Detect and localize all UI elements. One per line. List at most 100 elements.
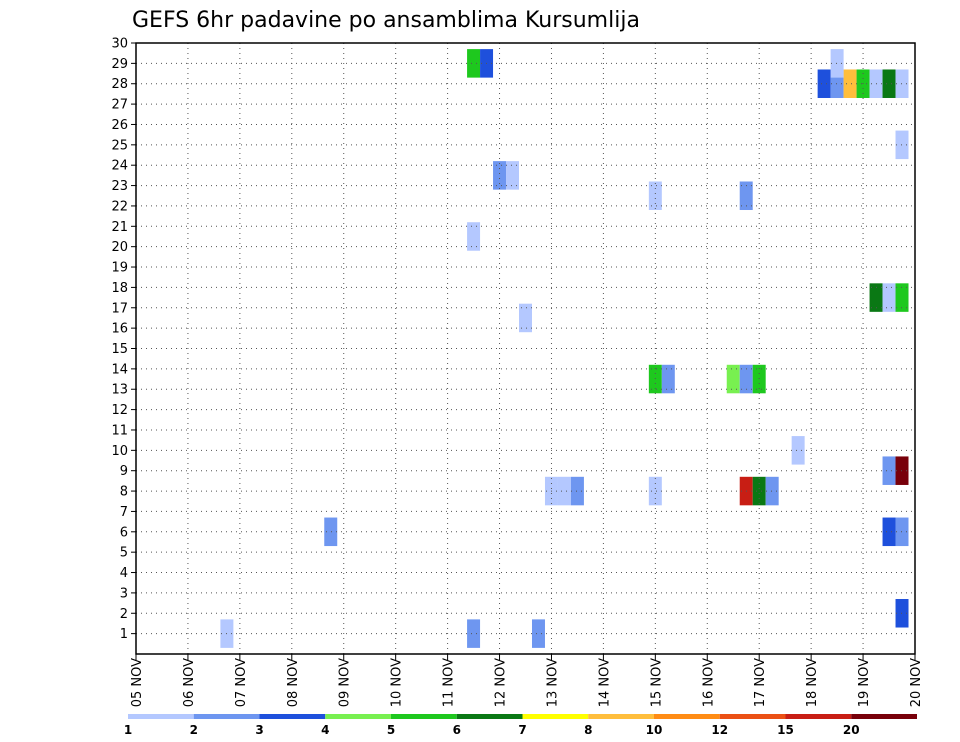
colorbar: 1 2 3 4 5 6 7 8 10 12 15 20: [124, 714, 917, 737]
y-tick-label: 19: [111, 261, 128, 276]
colorbar-swatch: [785, 714, 852, 719]
colorbar-swatch: [128, 714, 194, 719]
y-tick-label: 1: [120, 627, 128, 642]
precip-cell: [895, 283, 909, 312]
colorbar-swatch: [193, 714, 260, 719]
precip-cell: [661, 364, 675, 394]
y-tick-label: 20: [111, 240, 128, 255]
plot-frame: [135, 42, 916, 655]
colorbar-label: 4: [321, 723, 329, 737]
precip-cell: [791, 436, 805, 465]
x-tick-label: 15 NOV: [649, 658, 664, 707]
precip-cell: [882, 517, 896, 547]
precip-cell: [895, 599, 909, 628]
y-tick-label: 24: [111, 159, 128, 174]
precip-cell: [557, 476, 571, 506]
y-tick-label: 6: [120, 525, 128, 540]
x-tick-label: 18 NOV: [805, 658, 820, 707]
y-tick-label: 3: [120, 586, 128, 601]
colorbar-label: 1: [124, 723, 132, 737]
y-tick-label: 29: [111, 57, 128, 72]
colorbar-swatch: [325, 714, 391, 719]
y-tick-label: 2: [120, 607, 128, 622]
y-tick-label: 8: [120, 485, 128, 500]
y-tick-label: 15: [111, 342, 128, 357]
x-tick-label: 20 NOV: [909, 658, 924, 707]
y-tick-label: 30: [111, 37, 128, 52]
y-tick-label: 21: [111, 220, 128, 235]
precip-cell: [467, 49, 481, 78]
colorbar-swatch: [456, 714, 523, 719]
precip-cell: [324, 517, 338, 547]
grid-lines: [136, 42, 915, 654]
precip-cell: [817, 69, 831, 98]
colorbar-label: 6: [453, 723, 461, 737]
y-tick-label: 5: [120, 546, 128, 561]
precip-cell: [843, 69, 857, 98]
colorbar-label: 5: [387, 723, 395, 737]
colorbar-swatch: [588, 714, 654, 719]
y-tick-label: 9: [120, 464, 128, 479]
precip-cell: [882, 69, 896, 98]
x-tick-label: 11 NOV: [442, 658, 457, 707]
precip-cell: [765, 476, 779, 506]
y-tick-label: 4: [120, 566, 128, 581]
precip-cell: [648, 364, 662, 394]
colorbar-label: 15: [777, 723, 794, 737]
precip-cell: [648, 181, 662, 211]
colorbar-swatch: [654, 714, 720, 719]
colorbar-label: 20: [843, 723, 860, 737]
precip-cell: [467, 619, 481, 648]
x-tick-label: 13 NOV: [545, 658, 560, 707]
precip-cell: [493, 161, 507, 190]
precip-cell: [869, 283, 883, 312]
y-tick-label: 18: [111, 281, 128, 296]
x-tick-label: 10 NOV: [390, 658, 405, 707]
x-axis: 05 NOV 06 NOV 07 NOV 08 NOV 09 NOV 10 NOV 11 N…: [130, 654, 924, 707]
y-tick-label: 23: [111, 179, 128, 194]
x-tick-label: 14 NOV: [597, 658, 612, 707]
y-tick-label: 7: [120, 505, 128, 520]
y-tick-label: 26: [111, 118, 128, 133]
precip-cell: [739, 181, 753, 211]
precip-cell: [506, 161, 520, 190]
precip-cell: [830, 49, 844, 78]
y-tick-label: 11: [111, 423, 128, 438]
x-tick-label: 16 NOV: [701, 658, 716, 707]
y-tick-label: 22: [111, 199, 128, 214]
precip-cell: [895, 517, 909, 547]
precip-cell: [882, 283, 896, 312]
precip-cell: [752, 476, 766, 506]
y-tick-label: 10: [111, 444, 128, 459]
colorbar-label: 8: [584, 723, 592, 737]
x-tick-label: 12 NOV: [494, 658, 509, 707]
y-tick-label: 28: [111, 77, 128, 92]
y-tick-label: 25: [111, 138, 128, 153]
colorbar-swatch: [391, 714, 457, 719]
y-tick-label: 16: [111, 322, 128, 337]
chart-title: GEFS 6hr padavine po ansamblima Kursumli…: [132, 8, 640, 33]
colorbar-swatch: [851, 714, 917, 719]
x-tick-label: 06 NOV: [182, 658, 197, 707]
colorbar-swatch: [259, 714, 326, 719]
precip-cell: [882, 456, 896, 485]
y-tick-label: 12: [111, 403, 128, 418]
y-tick-label: 14: [111, 362, 128, 377]
precip-cell: [895, 130, 909, 160]
x-tick-label: 08 NOV: [286, 658, 301, 707]
y-axis: 1234567891011121314151617181920212223242…: [111, 37, 136, 642]
x-tick-label: 07 NOV: [234, 658, 249, 707]
y-tick-label: 13: [111, 383, 128, 398]
precip-cell: [895, 69, 909, 98]
y-tick-label: 27: [111, 98, 128, 113]
y-tick-label: 17: [111, 301, 128, 316]
precip-cell: [648, 476, 662, 506]
precip-cell: [531, 619, 545, 648]
colorbar-label: 7: [518, 723, 526, 737]
colorbar-label: 10: [646, 723, 663, 737]
colorbar-swatch: [522, 714, 589, 719]
colorbar-label: 12: [711, 723, 728, 737]
precip-cell: [519, 303, 532, 333]
colorbar-swatch: [719, 714, 786, 719]
